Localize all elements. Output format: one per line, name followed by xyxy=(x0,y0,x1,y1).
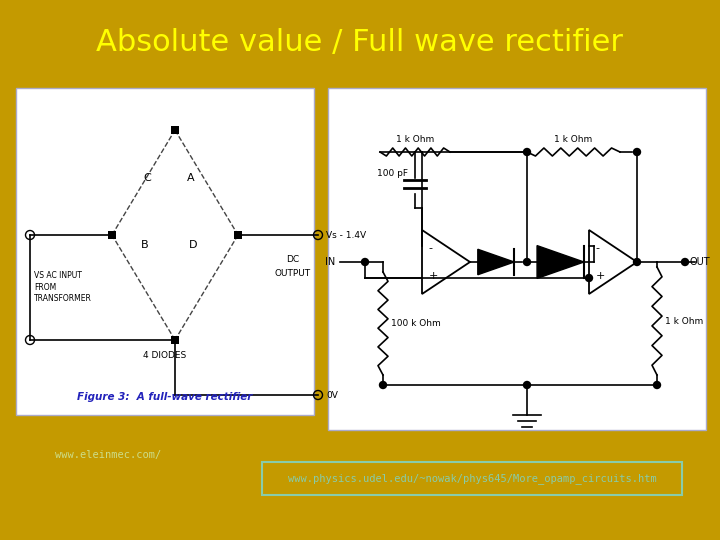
Text: 1 k Ohm: 1 k Ohm xyxy=(396,136,434,145)
Text: B: B xyxy=(141,240,149,250)
Circle shape xyxy=(654,381,660,388)
Circle shape xyxy=(585,274,593,281)
Polygon shape xyxy=(478,249,514,275)
Bar xyxy=(234,231,242,239)
Text: C: C xyxy=(143,173,151,183)
Text: D: D xyxy=(189,240,197,250)
Text: A: A xyxy=(187,173,195,183)
Circle shape xyxy=(523,148,531,156)
Bar xyxy=(108,231,116,239)
Circle shape xyxy=(361,259,369,266)
Bar xyxy=(262,462,682,495)
Text: 4 DIODES: 4 DIODES xyxy=(143,352,186,361)
Text: IN: IN xyxy=(325,257,335,267)
Text: +: + xyxy=(595,272,605,281)
Text: 100 pF: 100 pF xyxy=(377,168,408,178)
Text: -: - xyxy=(595,242,599,253)
Text: www.eleinmec.com/: www.eleinmec.com/ xyxy=(55,450,161,460)
Bar xyxy=(171,126,179,134)
Text: DC: DC xyxy=(287,255,300,265)
Circle shape xyxy=(523,381,531,388)
Circle shape xyxy=(634,148,641,156)
Text: +: + xyxy=(428,272,438,281)
Text: Figure 3:  A full-wave rectifier: Figure 3: A full-wave rectifier xyxy=(77,392,253,402)
Text: Absolute value / Full wave rectifier: Absolute value / Full wave rectifier xyxy=(96,28,624,57)
Bar xyxy=(171,336,179,344)
Text: Vs - 1.4V: Vs - 1.4V xyxy=(326,231,366,240)
Text: 100 k Ohm: 100 k Ohm xyxy=(391,319,441,327)
Circle shape xyxy=(523,259,531,266)
Text: OUTPUT: OUTPUT xyxy=(275,268,311,278)
Text: -: - xyxy=(428,242,433,253)
Text: www.physics.udel.edu/~nowak/phys645/More_opamp_circuits.htm: www.physics.udel.edu/~nowak/phys645/More… xyxy=(287,474,657,484)
Text: VS AC INPUT
FROM
TRANSFORMER: VS AC INPUT FROM TRANSFORMER xyxy=(34,272,92,302)
Circle shape xyxy=(682,259,688,266)
Circle shape xyxy=(634,259,641,266)
Bar xyxy=(328,88,706,430)
Text: 0V: 0V xyxy=(326,390,338,400)
Circle shape xyxy=(379,381,387,388)
Text: 1 k Ohm: 1 k Ohm xyxy=(554,136,592,145)
Text: OUT: OUT xyxy=(690,257,711,267)
Polygon shape xyxy=(537,246,584,279)
Bar xyxy=(16,88,314,415)
Text: 1 k Ohm: 1 k Ohm xyxy=(665,316,703,326)
